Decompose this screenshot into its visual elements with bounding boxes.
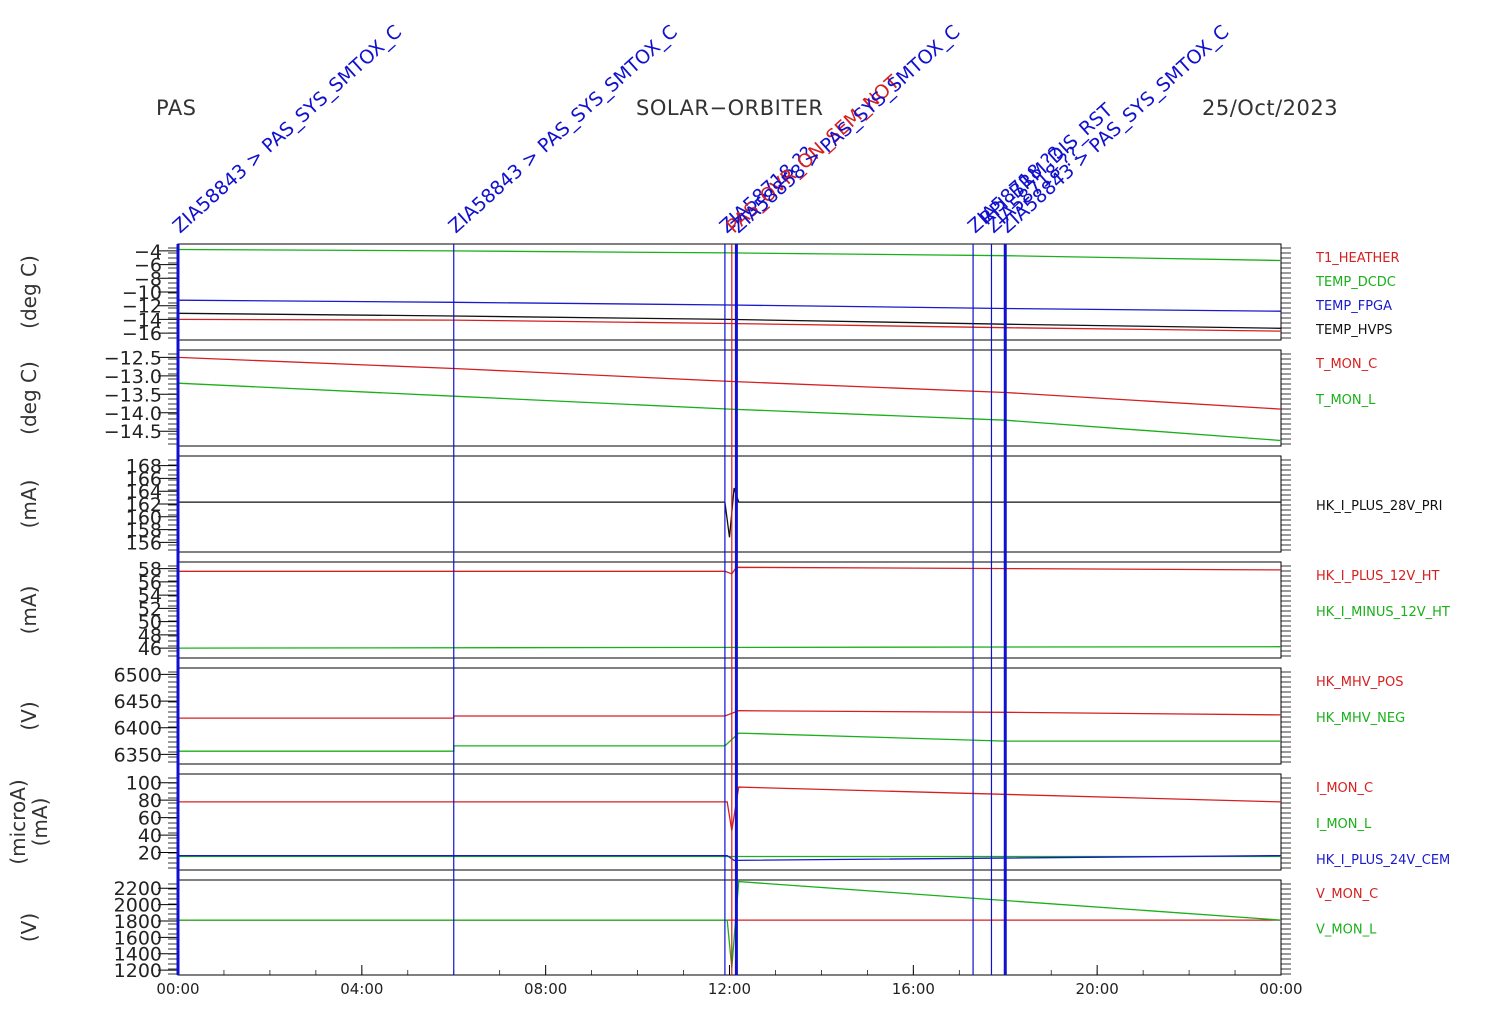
- y-tick-label: 54: [138, 585, 162, 607]
- legend-entry: T_MON_L: [1315, 393, 1376, 408]
- x-tick-label: 00:00: [156, 980, 199, 998]
- event-label: ZIA58843 > PAS_SYS_SMTOX_C: [996, 21, 1233, 238]
- y-tick-label: 2000: [114, 895, 162, 917]
- y-tick-label: 60: [138, 808, 162, 830]
- series-line: [178, 566, 1282, 575]
- panel-frame: [177, 455, 1282, 553]
- panel-frame: [177, 561, 1282, 659]
- y-tick-label: 46: [138, 638, 162, 660]
- y-tick-label: 40: [138, 825, 162, 847]
- legend-entry: V_MON_L: [1316, 923, 1377, 938]
- x-tick-label: 20:00: [1076, 980, 1119, 998]
- y-tick-label: 1200: [114, 960, 162, 982]
- event-label: ZIA58843 > PAS_SYS_SMTOX_C: [444, 21, 681, 238]
- y-axis-label: (mA): [17, 586, 41, 635]
- series-line: [177, 312, 1282, 329]
- y-tick-label: −14.0: [104, 403, 162, 425]
- y-tick-label: 48: [138, 625, 162, 647]
- y-tick-label: 1400: [114, 944, 162, 966]
- series-line: [177, 646, 1282, 649]
- y-tick-label: −13.0: [104, 366, 162, 388]
- y-tick-label: 20: [138, 843, 162, 865]
- y-tick-label: −10: [122, 282, 162, 304]
- series-line: [177, 356, 1282, 410]
- series-line: [178, 732, 1281, 752]
- y-tick-label: 50: [138, 612, 162, 634]
- y-tick-label: −13.5: [104, 384, 162, 406]
- y-tick-label: 156: [126, 532, 162, 554]
- y-tick-label: 6500: [114, 664, 162, 686]
- y-tick-label: 52: [138, 598, 162, 620]
- series-line: [178, 710, 1282, 719]
- legend-entry: T_MON_C: [1315, 357, 1377, 372]
- y-axis-label: (V): [17, 701, 41, 730]
- event-label: ZIA58843 > PAS_SYS_SMTOX_C: [169, 21, 406, 238]
- legend-entry: T1_HEATHER: [1315, 251, 1400, 266]
- event-label: ZIA58858 > PAS_SYS_SMTOX_C: [727, 21, 964, 238]
- x-tick-label: 12:00: [708, 980, 751, 998]
- panel-frame: [177, 879, 1282, 976]
- y-axis-label: (deg C): [17, 361, 41, 435]
- y-tick-label: 58: [138, 559, 162, 581]
- y-tick-label: 164: [126, 481, 162, 503]
- y-tick-label: 166: [126, 468, 162, 490]
- series-line: [178, 854, 1282, 862]
- y-axis-label: (microA): [6, 779, 30, 864]
- y-axis-label: (mA): [17, 480, 41, 529]
- y-tick-label: 6350: [114, 744, 162, 766]
- series-line: [177, 318, 1282, 332]
- y-tick-label: 168: [126, 456, 162, 478]
- legend-entry: HK_I_PLUS_12V_HT: [1316, 569, 1440, 584]
- y-tick-label: −4: [134, 241, 162, 263]
- legend-entry: I_MON_C: [1316, 781, 1373, 796]
- x-tick-label: 00:00: [1259, 980, 1302, 998]
- legend-entry: TEMP_DCDC: [1315, 275, 1396, 290]
- x-tick-label: 08:00: [524, 980, 567, 998]
- header-instrument: PAS: [156, 96, 197, 120]
- series-line: [177, 248, 1282, 262]
- y-axis-label: (mA): [28, 798, 52, 847]
- y-tick-label: −14.5: [104, 421, 162, 443]
- y-tick-label: 2200: [114, 878, 162, 900]
- y-tick-label: 6400: [114, 718, 162, 740]
- y-tick-label: 100: [126, 773, 162, 795]
- legend-entry: HK_I_PLUS_24V_CEM: [1316, 853, 1450, 868]
- series-line: [177, 299, 1282, 312]
- x-tick-label: 04:00: [340, 980, 383, 998]
- series-line: [178, 880, 1282, 968]
- x-tick-label: 16:00: [892, 980, 935, 998]
- y-tick-label: −16: [122, 323, 162, 345]
- y-tick-label: −14: [122, 309, 162, 331]
- legend-entry: V_MON_C: [1316, 887, 1378, 902]
- legend-entry: HK_MHV_NEG: [1316, 711, 1405, 726]
- y-axis-label: (deg C): [17, 255, 41, 329]
- legend-entry: TEMP_FPGA: [1315, 299, 1392, 314]
- y-tick-label: −12: [122, 296, 162, 318]
- header-date: 25/Oct/2023: [1202, 96, 1339, 120]
- y-tick-label: 158: [126, 520, 162, 542]
- y-tick-label: 1800: [114, 911, 162, 933]
- y-tick-label: −12.5: [104, 347, 162, 369]
- y-tick-label: 56: [138, 572, 162, 594]
- series-line: [177, 382, 1282, 442]
- y-tick-label: 162: [126, 494, 162, 516]
- series-line: [178, 487, 1281, 538]
- legend-entry: HK_I_MINUS_12V_HT: [1316, 605, 1450, 620]
- y-tick-label: 6450: [114, 691, 162, 713]
- legend-entry: HK_I_PLUS_28V_PRI: [1316, 499, 1442, 514]
- header-mission: SOLAR−ORBITER: [636, 96, 824, 120]
- legend-entry: I_MON_L: [1316, 817, 1372, 832]
- y-axis-label: (V): [17, 913, 41, 942]
- panel-frame: [177, 667, 1282, 765]
- y-tick-label: −8: [134, 268, 162, 290]
- y-tick-label: 160: [126, 507, 162, 529]
- series-line: [178, 786, 1282, 831]
- legend-entry: TEMP_HVPS: [1315, 323, 1392, 338]
- legend-entry: HK_MHV_POS: [1316, 675, 1404, 690]
- y-tick-label: 1600: [114, 927, 162, 949]
- y-tick-label: −6: [134, 255, 162, 277]
- y-tick-label: 80: [138, 790, 162, 812]
